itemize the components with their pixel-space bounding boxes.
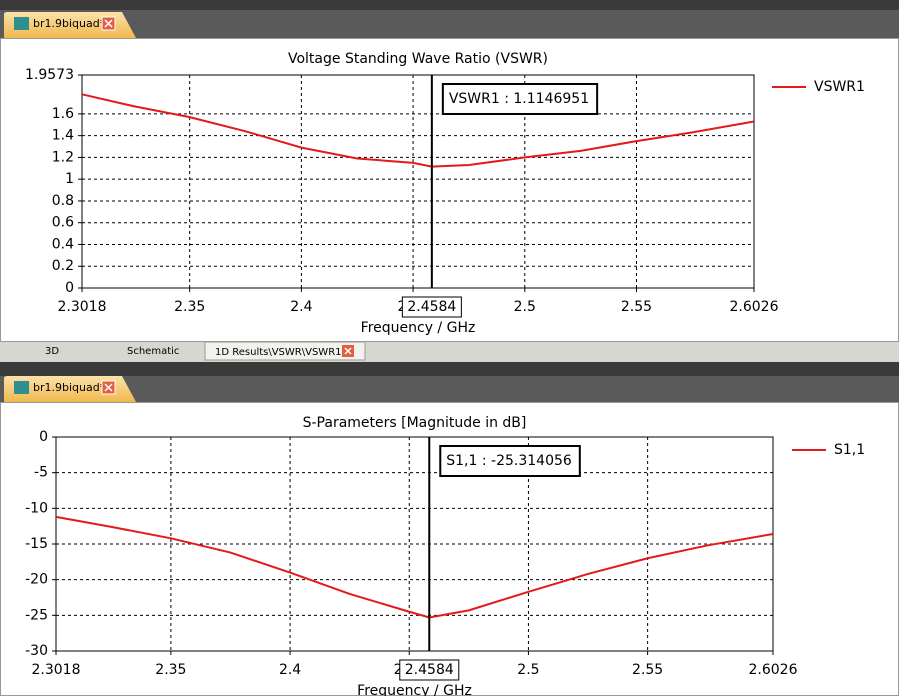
marker-x-box [399, 659, 460, 681]
view-tab: 1D Results\VSWR\VSWR1 [215, 347, 342, 358]
y-tick-label: 1 [65, 171, 74, 187]
close-icon [344, 347, 352, 355]
x-tick-label: 2.35 [174, 299, 205, 315]
view-tab[interactable]: Schematic [127, 346, 179, 357]
marker-annotation-box [439, 445, 581, 477]
y-tick-label: 1.4 [52, 128, 74, 144]
tab-label: br1.9biquad* [33, 17, 106, 30]
y-tick-label: 0 [39, 429, 48, 445]
plot-area [81, 74, 755, 289]
y-tick-label: -10 [25, 500, 48, 516]
x-tick-label: 2.55 [632, 662, 663, 678]
x-tick-label: 2.35 [155, 662, 186, 678]
plot-area [55, 436, 774, 652]
marker-x-label: 2.4584 [405, 662, 454, 678]
x-axis-label: Frequency / GHz [361, 320, 476, 336]
marker-annotation: S1,1 : -25.314056 [446, 453, 572, 469]
y-tick-label: 0.8 [52, 193, 74, 209]
y-tick-label: -5 [34, 465, 48, 481]
marker-annotation-box [441, 83, 599, 115]
x-tick-label: 2.3018 [32, 662, 81, 678]
legend-label: S1,1 [834, 442, 865, 458]
legend-label: VSWR1 [814, 79, 865, 95]
tab-icon [14, 17, 29, 30]
data-line [81, 93, 755, 168]
y-tick-label: 0.4 [52, 236, 74, 252]
x-tick-label: 2.3018 [58, 299, 107, 315]
x-axis-label: Frequency / GHz [357, 683, 472, 696]
chart-title: S-Parameters [Magnitude in dB] [303, 415, 527, 431]
y-tick-label: 1.2 [52, 149, 74, 165]
x-tick-label: 2.55 [621, 299, 652, 315]
title-strip [0, 0, 899, 10]
y-tick-label: 0.2 [52, 258, 74, 274]
marker-x-label: 2.4584 [407, 299, 456, 315]
y-tick-label: 1.9573 [25, 67, 74, 83]
x-tick-label: 2.4 [279, 662, 301, 678]
title-strip [0, 362, 899, 376]
x-tick-label: 2.5 [517, 662, 539, 678]
tab-icon [14, 381, 29, 394]
y-tick-label: -30 [25, 643, 48, 659]
data-line [55, 515, 774, 619]
chart-title: Voltage Standing Wave Ratio (VSWR) [288, 51, 548, 67]
y-tick-label: 0.6 [52, 215, 74, 231]
marker-annotation: VSWR1 : 1.1146951 [449, 91, 589, 107]
y-tick-label: -15 [25, 536, 48, 552]
tab-label: br1.9biquad* [33, 381, 106, 394]
x-tick-label: 2.6026 [730, 299, 779, 315]
y-tick-label: -25 [25, 607, 48, 623]
active-view-tab[interactable] [204, 341, 366, 361]
view-tab[interactable]: 3D [45, 346, 59, 357]
y-tick-label: 0 [65, 280, 74, 296]
close-icon [104, 19, 113, 28]
close-icon [104, 383, 113, 392]
x-tick-label: 2.5 [514, 299, 536, 315]
y-tick-label: 1.6 [52, 106, 74, 122]
y-tick-label: -20 [25, 572, 48, 588]
marker-x-box [401, 296, 462, 318]
x-tick-label: 2.6026 [749, 662, 798, 678]
x-tick-label: 2.4 [290, 299, 312, 315]
